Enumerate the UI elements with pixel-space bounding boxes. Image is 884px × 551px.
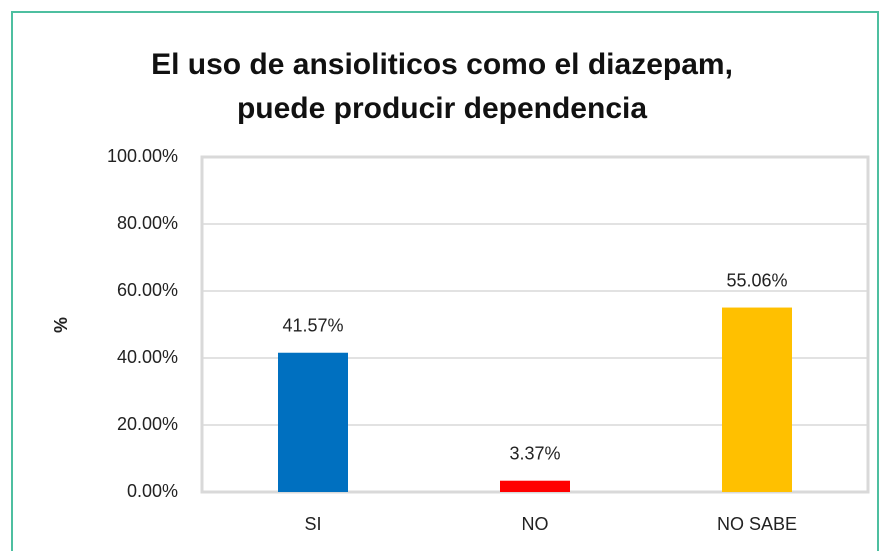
y-tick-label: 60.00%: [117, 280, 178, 300]
x-tick-label: NO SABE: [717, 514, 797, 534]
y-tick-label: 20.00%: [117, 414, 178, 434]
bar: [722, 307, 792, 492]
chart-title: puede producir dependencia: [237, 92, 647, 125]
y-tick-label: 80.00%: [117, 213, 178, 233]
y-tick-label: 40.00%: [117, 347, 178, 367]
x-tick-label: NO: [522, 514, 549, 534]
data-label: 3.37%: [509, 443, 560, 463]
y-tick-label: 0.00%: [127, 481, 178, 501]
data-label: 55.06%: [726, 270, 787, 290]
bar: [500, 480, 570, 492]
y-axis-label: %: [51, 317, 71, 333]
y-tick-label: 100.00%: [107, 146, 178, 166]
bar: [278, 352, 348, 492]
data-label: 41.57%: [282, 315, 343, 335]
chart-title: El uso de ansioliticos como el diazepam,: [151, 48, 733, 81]
x-tick-label: SI: [304, 514, 321, 534]
